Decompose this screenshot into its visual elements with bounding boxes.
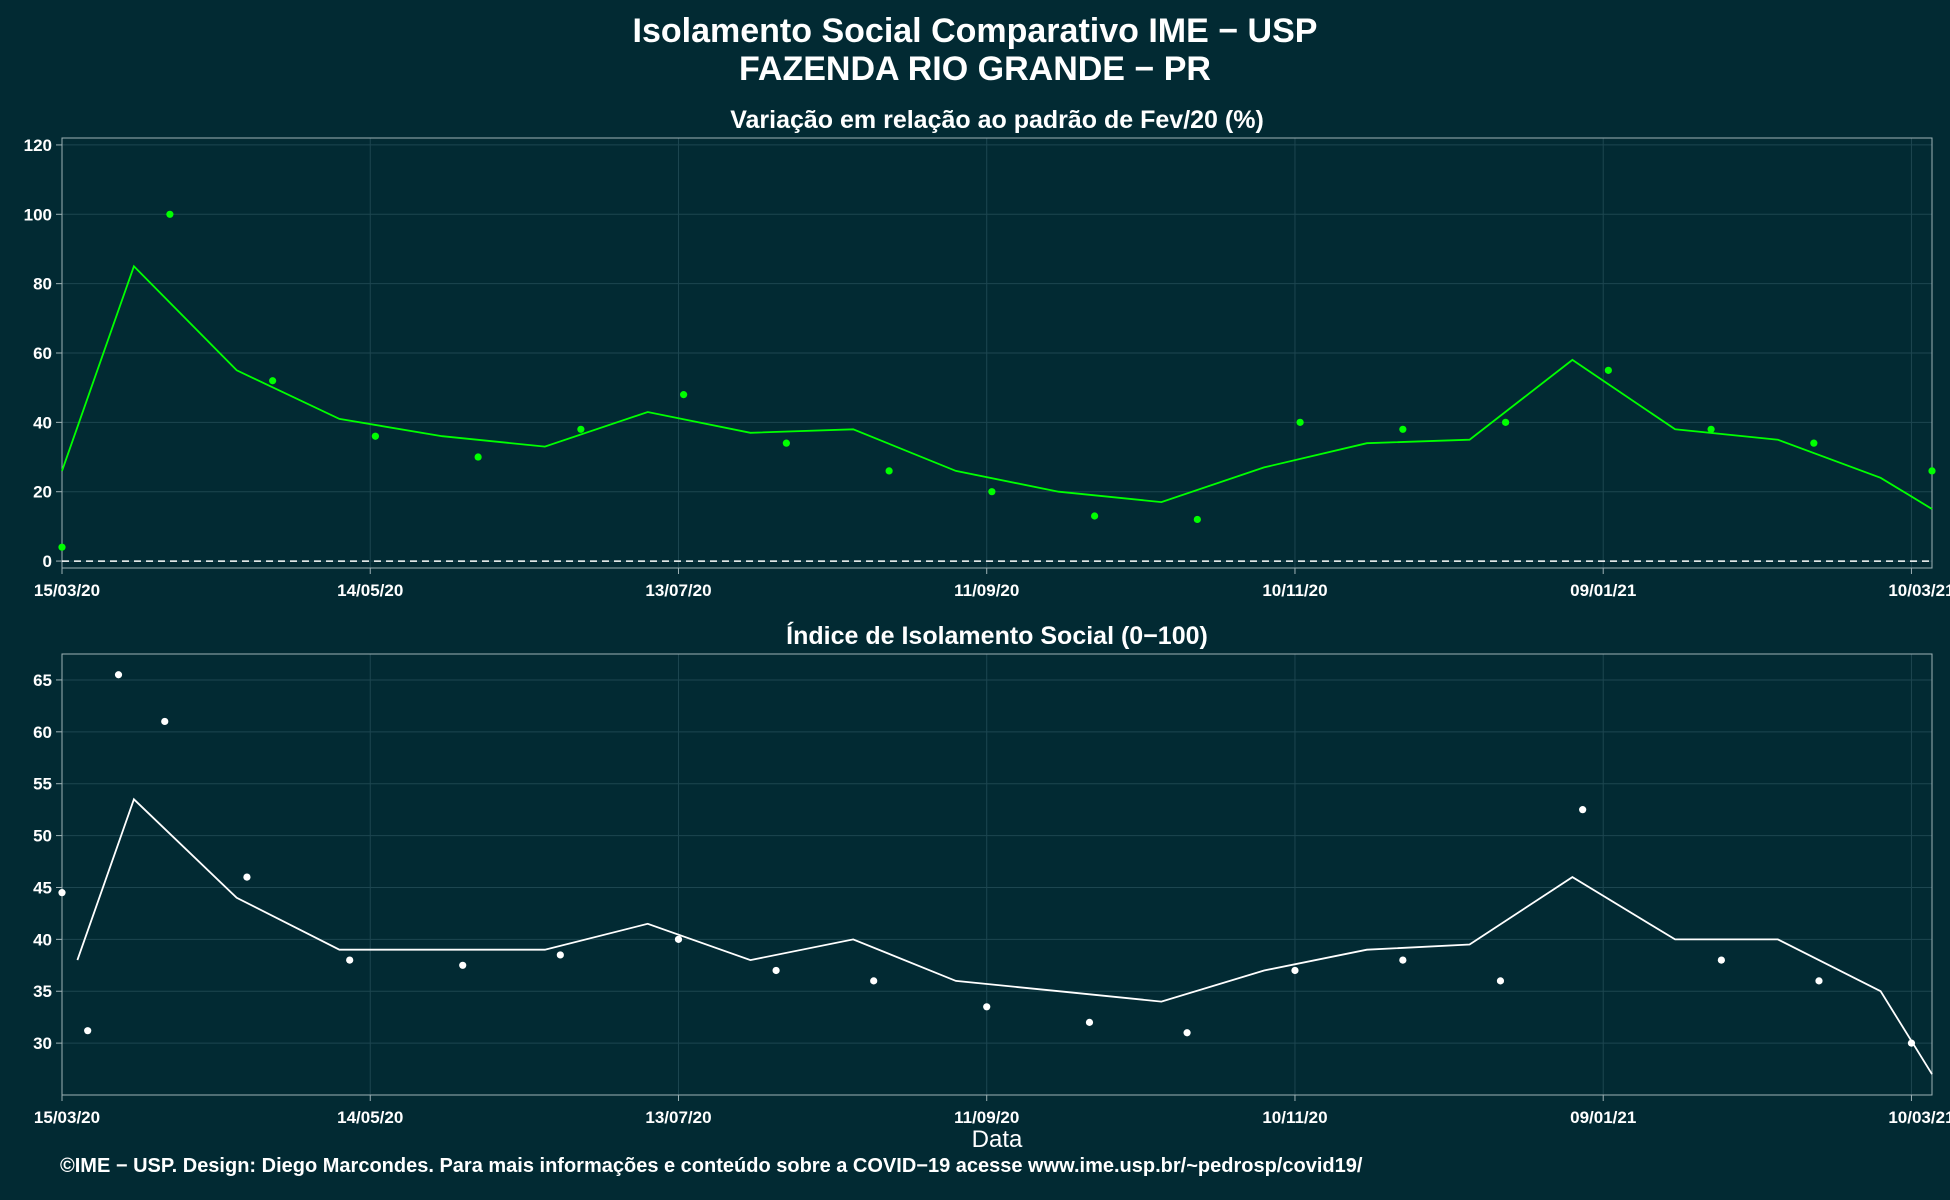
y-tick-label: 40 xyxy=(33,413,52,432)
data-point xyxy=(674,935,683,943)
x-tick-label: 15/03/20 xyxy=(34,581,100,600)
x-axis-label: Data xyxy=(972,1126,1023,1153)
data-point xyxy=(459,961,467,969)
y-tick-label: 40 xyxy=(33,930,52,949)
data-point xyxy=(1717,956,1725,964)
data-point xyxy=(782,439,790,447)
data-point xyxy=(870,977,878,985)
data-point xyxy=(474,453,482,461)
data-point xyxy=(1815,977,1823,985)
x-tick-label: 15/03/20 xyxy=(34,1108,100,1127)
data-point xyxy=(1399,956,1407,964)
data-point xyxy=(58,889,66,897)
x-tick-label: 10/03/21 xyxy=(1888,581,1950,600)
data-point xyxy=(1810,439,1818,447)
data-point xyxy=(556,951,564,959)
x-tick-label: 14/05/20 xyxy=(337,1108,403,1127)
x-tick-label: 13/07/20 xyxy=(645,581,711,600)
data-point xyxy=(84,1027,92,1035)
data-point xyxy=(680,391,688,399)
data-point xyxy=(346,956,354,964)
x-tick-label: 13/07/20 xyxy=(645,1108,711,1127)
main-subtitle: FAZENDA RIO GRANDE − PR xyxy=(739,50,1211,88)
data-point xyxy=(1579,806,1587,814)
data-point xyxy=(1496,977,1505,985)
x-tick-label: 09/01/21 xyxy=(1570,1108,1636,1127)
data-point xyxy=(1085,1018,1094,1026)
data-point xyxy=(577,425,585,433)
data-point xyxy=(161,717,169,726)
data-point xyxy=(114,671,123,679)
panel-frame xyxy=(61,653,1933,1096)
data-point xyxy=(1296,418,1304,426)
data-point xyxy=(1928,467,1936,475)
data-point xyxy=(988,488,996,496)
panel-title: Índice de Isolamento Social (0−100) xyxy=(786,621,1208,650)
panel-title: Variação em relação ao padrão de Fev/20 … xyxy=(730,106,1264,134)
data-point xyxy=(983,1003,991,1011)
x-tick-label: 09/01/21 xyxy=(1570,581,1636,600)
data-point xyxy=(166,210,174,218)
data-point xyxy=(269,377,277,385)
x-tick-label: 11/09/20 xyxy=(954,581,1019,600)
data-point xyxy=(1707,425,1715,433)
y-tick-label: 20 xyxy=(33,483,52,502)
main-title: Isolamento Social Comparativo IME − USP xyxy=(632,12,1318,50)
y-tick-label: 30 xyxy=(33,1034,52,1053)
moving-average-line xyxy=(61,264,1933,510)
data-point xyxy=(371,432,379,440)
data-point xyxy=(58,543,66,551)
data-point xyxy=(1193,515,1201,524)
y-tick-label: 120 xyxy=(24,136,52,155)
y-tick-label: 80 xyxy=(33,275,52,294)
x-tick-label: 10/11/20 xyxy=(1262,581,1327,600)
y-tick-label: 35 xyxy=(33,982,52,1001)
y-tick-label: 45 xyxy=(33,878,52,897)
x-tick-label: 11/09/20 xyxy=(954,1108,1019,1127)
panel-frame xyxy=(61,137,1933,569)
y-tick-label: 55 xyxy=(33,775,52,794)
data-point xyxy=(1291,966,1299,975)
y-tick-label: 60 xyxy=(33,723,52,742)
x-tick-label: 10/03/21 xyxy=(1888,1108,1950,1127)
data-point xyxy=(1399,425,1407,433)
x-tick-label: 10/11/20 xyxy=(1262,1108,1327,1127)
y-tick-label: 60 xyxy=(33,344,52,363)
data-point xyxy=(1183,1029,1191,1037)
data-point xyxy=(1501,418,1510,426)
data-point xyxy=(1091,512,1099,520)
data-point xyxy=(1604,366,1612,374)
footer-credit: ©IME − USP. Design: Diego Marcondes. Par… xyxy=(60,1155,1363,1177)
data-point xyxy=(885,467,893,475)
y-tick-label: 0 xyxy=(43,552,52,571)
y-tick-label: 65 xyxy=(33,671,52,690)
data-point xyxy=(243,873,251,881)
moving-average-line xyxy=(76,797,1933,1075)
data-point xyxy=(772,966,780,975)
y-tick-label: 100 xyxy=(24,205,52,224)
y-tick-label: 50 xyxy=(33,827,52,846)
x-tick-label: 14/05/20 xyxy=(337,581,403,600)
